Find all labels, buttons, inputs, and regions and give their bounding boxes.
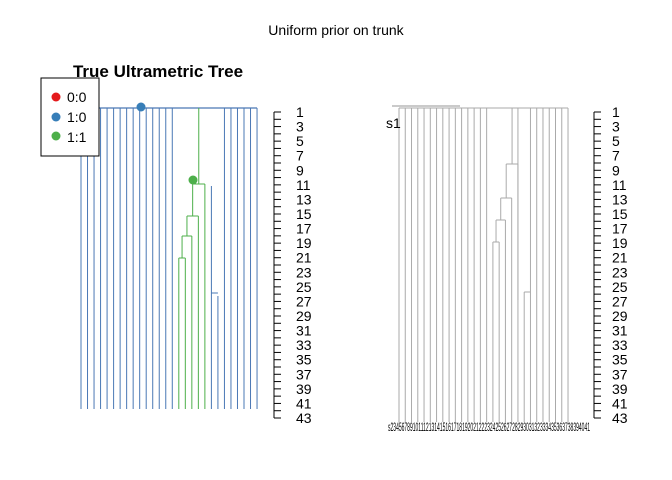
left-axis-tick-label: 31 [296, 323, 312, 339]
left-axis-tick-label: 13 [296, 191, 312, 207]
left-marker-1-1 [188, 175, 198, 185]
left-axis-tick-label: 17 [296, 221, 312, 237]
legend-swatch-1-1 [51, 131, 61, 141]
right-axis-tick-label: 21 [612, 250, 628, 266]
right-axis-tick-label: 1 [612, 104, 620, 120]
legend-swatch-1-0 [51, 112, 61, 122]
right-axis-tick-label: 37 [612, 366, 628, 382]
right-root-label: s1 [386, 115, 401, 131]
left-panel-title: True Ultrametric Tree [73, 62, 243, 81]
right-axis-tick-label: 15 [612, 206, 628, 222]
right-axis-tick-label: 5 [612, 133, 620, 149]
right-axis-tick-label: 19 [612, 235, 628, 251]
right-axis-tick-label: 7 [612, 148, 620, 164]
left-axis-tick-label: 21 [296, 250, 312, 266]
legend-label-1-0: 1:0 [67, 109, 87, 125]
left-axis-tick-label: 15 [296, 206, 312, 222]
right-axis-tick-label: 9 [612, 162, 620, 178]
right-axis-tick-label: 43 [612, 410, 628, 426]
legend-box [40, 77, 100, 157]
left-axis-tick-label: 5 [296, 133, 304, 149]
legend: 0:0 1:0 1:1 [40, 77, 100, 157]
right-axis-tick-label: 17 [612, 221, 628, 237]
right-axis-tick-label: 13 [612, 191, 628, 207]
left-axis-tick-label: 41 [296, 395, 312, 411]
left-axis-tick-label: 33 [296, 337, 312, 353]
left-tree [80, 102, 258, 409]
left-axis-tick-label: 23 [296, 264, 312, 280]
left-axis-tick-label: 7 [296, 148, 304, 164]
right-axis-tick-label: 3 [612, 119, 620, 135]
right-axis-tick-label: 23 [612, 264, 628, 280]
right-axis-tick-label: 31 [612, 323, 628, 339]
right-axis-tick-label: 11 [612, 177, 627, 193]
left-axis-tick-label: 27 [296, 293, 312, 309]
left-axis-tick-label: 37 [296, 366, 312, 382]
left-axis-tick-label: 3 [296, 119, 304, 135]
right-tree [392, 105, 569, 422]
legend-label-1-1: 1:1 [67, 129, 87, 145]
figure-title: Uniform prior on trunk [268, 22, 404, 38]
left-axis-tick-label: 9 [296, 162, 304, 178]
right-axis-tick-label: 33 [612, 337, 628, 353]
right-tip-labels: s234567891011121314151617181920212223242… [388, 420, 590, 434]
legend-label-0-0: 0:0 [67, 89, 87, 105]
left-axis-tick-label: 39 [296, 381, 312, 397]
left-axis-tick-label: 43 [296, 410, 312, 426]
right-axis-tick-label: 25 [612, 279, 628, 295]
left-axis-tick-label: 29 [296, 308, 312, 324]
right-axis-tick-label: 35 [612, 352, 628, 368]
left-axis-tick-label: 1 [296, 104, 304, 120]
left-axis-tick-label: 19 [296, 235, 312, 251]
left-axis-tick-label: 11 [296, 177, 311, 193]
left-axis-tick-label: 25 [296, 279, 312, 295]
right-axis-tick-label: 39 [612, 381, 628, 397]
left-marker-1-0 [136, 102, 146, 112]
right-axis-tick-label: 41 [612, 395, 628, 411]
legend-swatch-0-0 [51, 92, 61, 102]
right-axis-tick-label: 29 [612, 308, 628, 324]
right-axis-tick-label: 27 [612, 293, 628, 309]
left-axis-tick-label: 35 [296, 352, 312, 368]
